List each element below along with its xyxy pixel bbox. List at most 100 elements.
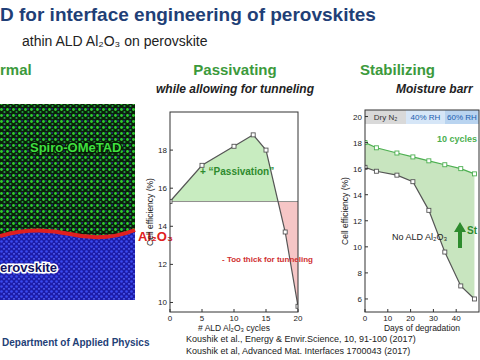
y-tick-label: 12 bbox=[353, 217, 362, 226]
panel-heading: Passivating bbox=[193, 61, 276, 78]
baseline bbox=[170, 201, 298, 202]
y-tick-label: 16 bbox=[353, 165, 362, 174]
y-tick bbox=[365, 298, 368, 299]
panel-subheading: while allowing for tunneling bbox=[156, 82, 315, 96]
y-tick bbox=[365, 142, 368, 143]
series-label: No ALD Al₂O₃ bbox=[392, 232, 448, 242]
y-tick bbox=[365, 168, 368, 169]
phase-label: 40% RH bbox=[411, 113, 441, 122]
x-tick-label: 40 bbox=[452, 314, 461, 323]
y-tick bbox=[365, 220, 368, 221]
slide: D for interface engineering of perovskit… bbox=[0, 0, 480, 360]
y-tick bbox=[170, 188, 173, 189]
phase-label: 60% RH bbox=[447, 113, 477, 122]
panel-subheading: Moisture barr bbox=[396, 82, 474, 96]
cross-section-image bbox=[0, 104, 135, 300]
x-tick bbox=[202, 309, 203, 312]
title: D for interface engineering of perovskit… bbox=[0, 4, 376, 25]
x-tick-label: 15 bbox=[262, 314, 271, 323]
y-tick-label: 10 bbox=[353, 243, 362, 252]
data-point bbox=[427, 208, 431, 212]
gain-region bbox=[170, 135, 298, 202]
data-point bbox=[411, 180, 415, 184]
x-tick-label: 5 bbox=[200, 314, 205, 323]
x-tick-label: 20 bbox=[406, 314, 415, 323]
layer-label: Spiro-OMeTAD bbox=[30, 140, 121, 155]
data-point bbox=[443, 250, 447, 254]
phase-label: Dry N₂ bbox=[374, 113, 398, 122]
efficiency-line bbox=[170, 135, 298, 306]
al2o3-layer bbox=[0, 230, 135, 237]
data-point bbox=[459, 167, 463, 171]
spiro-layer bbox=[0, 104, 135, 300]
x-tick bbox=[234, 309, 235, 312]
data-point bbox=[374, 146, 378, 150]
y-tick-label: 18 bbox=[353, 139, 362, 148]
data-point bbox=[459, 284, 463, 288]
layer-label: erovskite bbox=[0, 260, 57, 275]
x-tick bbox=[170, 309, 171, 312]
background bbox=[0, 0, 480, 360]
phase-band bbox=[365, 110, 406, 124]
loss-region bbox=[170, 202, 298, 307]
annotation: - Too thick for tunneling bbox=[222, 255, 313, 264]
x-tick-label: 30 bbox=[429, 314, 438, 323]
reference: Koushik et al., Energy & Envir.Science, … bbox=[186, 334, 416, 344]
phase-band bbox=[406, 110, 445, 124]
y-tick-label: 14 bbox=[353, 191, 362, 200]
plot-frame bbox=[170, 112, 298, 312]
plot-frame bbox=[365, 110, 479, 312]
data-point bbox=[411, 155, 415, 159]
data-point bbox=[472, 172, 476, 176]
y-tick bbox=[365, 246, 368, 247]
y-tick-label: 10 bbox=[158, 298, 167, 307]
x-tick-label: 20 bbox=[294, 314, 303, 323]
data-point bbox=[427, 159, 431, 163]
y-tick bbox=[365, 116, 368, 117]
x-tick-label: 10 bbox=[383, 314, 392, 323]
y-tick-label: 12 bbox=[158, 260, 167, 269]
panel-heading: Stabilizing bbox=[360, 61, 435, 78]
data-point bbox=[251, 133, 255, 137]
y-tick-label: 16 bbox=[158, 184, 167, 193]
perovskite-layer bbox=[0, 230, 135, 300]
y-tick bbox=[170, 302, 173, 303]
data-point bbox=[264, 148, 268, 152]
data-point bbox=[395, 173, 399, 177]
department: Department of Applied Physics bbox=[2, 337, 150, 348]
data-point bbox=[374, 169, 378, 173]
x-tick bbox=[410, 309, 411, 312]
panel-heading: rmal bbox=[0, 61, 32, 78]
y-tick bbox=[365, 272, 368, 273]
subtitle: athin ALD Al₂O₃ on perovskite bbox=[22, 33, 208, 49]
data-point bbox=[283, 230, 287, 234]
passivation-area bbox=[170, 135, 298, 202]
x-tick bbox=[387, 309, 388, 312]
data-point bbox=[232, 144, 236, 148]
series-label: 10 cycles bbox=[437, 134, 477, 144]
annotation: St bbox=[467, 225, 478, 236]
x-axis-label: # ALD Al₂O₃ cycles bbox=[198, 323, 270, 333]
data-point bbox=[472, 297, 476, 301]
plot-area bbox=[365, 110, 479, 301]
tunneling-loss-area bbox=[170, 202, 298, 307]
x-axis-label: Days of degradation bbox=[384, 323, 460, 333]
x-tick-label: 0 bbox=[168, 314, 173, 323]
x-tick bbox=[433, 309, 434, 312]
y-tick-label: 20 bbox=[353, 113, 362, 122]
y-axis-label: Cell efficiency (%) bbox=[340, 177, 350, 245]
y-tick bbox=[170, 226, 173, 227]
data-point bbox=[395, 151, 399, 155]
series-line bbox=[365, 143, 474, 174]
layer-label: Al₂O₃ bbox=[138, 229, 173, 244]
y-tick bbox=[170, 264, 173, 265]
plot-area bbox=[170, 133, 298, 308]
arrow bbox=[454, 222, 466, 248]
y-tick-label: 18 bbox=[158, 146, 167, 155]
x-tick bbox=[456, 309, 457, 312]
x-tick bbox=[365, 309, 366, 312]
y-tick-label: 6 bbox=[358, 295, 363, 304]
x-tick bbox=[266, 309, 267, 312]
annotation: + “Passivation” bbox=[200, 166, 274, 177]
reference: Koushik et al, Advanced Mat. Interfaces … bbox=[186, 346, 410, 356]
